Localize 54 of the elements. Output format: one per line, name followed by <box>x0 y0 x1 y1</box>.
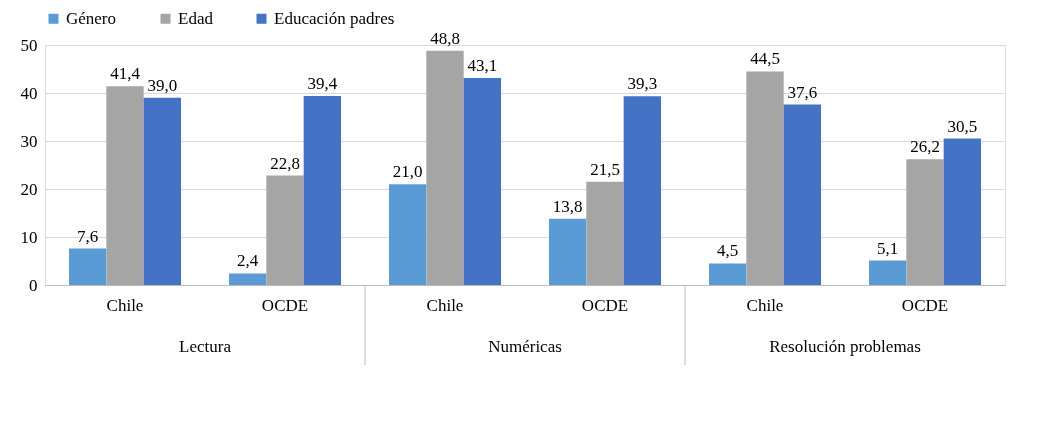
data-label: 22,8 <box>270 153 300 173</box>
bar <box>623 96 661 285</box>
y-tick-label: 30 <box>20 131 38 151</box>
bar <box>549 218 587 285</box>
data-label: 43,1 <box>467 56 498 76</box>
y-tick-label: 20 <box>20 179 38 199</box>
data-label: 26,2 <box>910 137 940 157</box>
data-label: 21,0 <box>392 162 423 182</box>
data-label: 39,3 <box>627 74 658 94</box>
data-label: 21,5 <box>590 159 620 179</box>
data-label: 39,4 <box>307 73 338 93</box>
x-tick-label: OCDE <box>901 295 949 315</box>
bar <box>229 273 267 285</box>
data-label: 5,1 <box>877 238 899 258</box>
y-tick-label: 10 <box>20 227 38 247</box>
data-label: 37,6 <box>787 82 818 102</box>
y-tick-label: 40 <box>20 83 38 103</box>
bar <box>266 175 304 285</box>
data-label: 7,6 <box>77 226 99 246</box>
bar <box>69 248 107 285</box>
data-label: 44,5 <box>750 49 780 69</box>
x-tick-label: Chile <box>746 295 784 315</box>
x-tick-label: Chile <box>106 295 144 315</box>
data-label: 4,5 <box>717 241 739 261</box>
x-tick-label: OCDE <box>581 295 629 315</box>
data-label: 48,8 <box>430 28 460 48</box>
y-tick-label: 0 <box>29 275 38 295</box>
bar <box>143 97 181 285</box>
text: Lectura <box>179 337 232 356</box>
y-tick-label: 50 <box>20 35 38 55</box>
x-tick-label: OCDE <box>261 295 309 315</box>
bar <box>783 104 821 285</box>
legend-label: Género <box>66 8 117 28</box>
bar <box>463 78 501 285</box>
data-label: 2,4 <box>237 251 259 271</box>
bar <box>303 95 341 285</box>
bar <box>746 71 784 285</box>
text: Resolución problemas <box>769 337 921 356</box>
data-label: 30,5 <box>947 116 978 136</box>
bar <box>586 181 624 285</box>
legend-label: Edad <box>178 8 214 28</box>
data-label: 13,8 <box>552 196 583 216</box>
legend-label: Educación padres <box>274 8 395 28</box>
text: Numéricas <box>488 337 562 356</box>
data-label: 41,4 <box>110 64 141 84</box>
bar <box>389 184 427 285</box>
bar <box>943 138 981 285</box>
bar <box>869 260 907 285</box>
bar <box>106 86 144 285</box>
data-label: 39,0 <box>147 75 178 95</box>
bar <box>906 159 944 285</box>
bar <box>709 263 747 285</box>
x-tick-label: Chile <box>426 295 464 315</box>
bar <box>426 50 464 285</box>
